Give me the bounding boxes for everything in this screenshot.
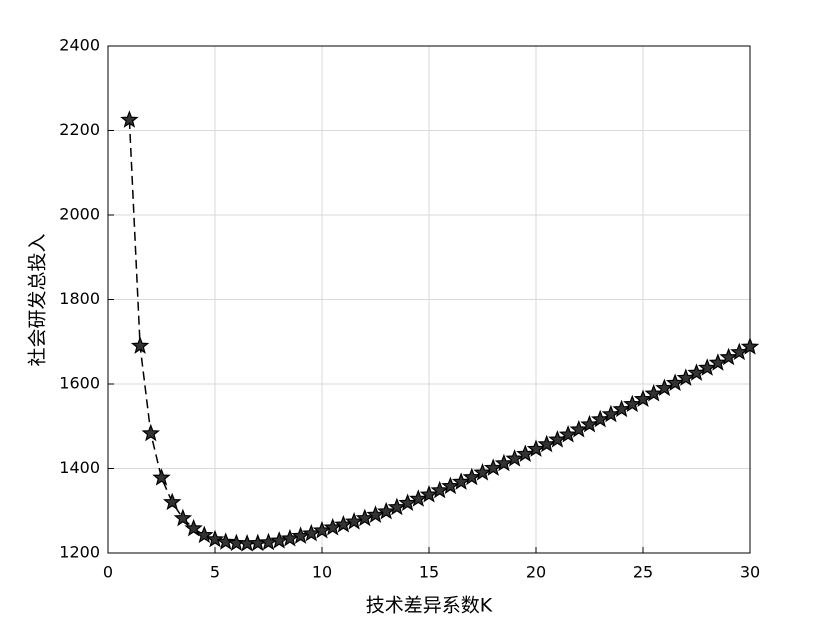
star-marker xyxy=(195,525,214,544)
star-marker xyxy=(462,467,482,486)
star-marker xyxy=(355,508,375,527)
star-marker xyxy=(590,409,610,428)
star-marker xyxy=(580,414,599,433)
y-axis-label: 社会研发总投入 xyxy=(27,233,49,366)
star-marker xyxy=(205,529,225,548)
x-tick-label: 15 xyxy=(419,563,439,582)
star-marker xyxy=(633,389,653,408)
y-tick-label: 1200 xyxy=(59,543,100,562)
y-tick-label: 1400 xyxy=(59,458,100,477)
star-marker xyxy=(558,425,578,443)
star-marker xyxy=(516,444,535,462)
star-marker xyxy=(676,368,696,386)
star-marker xyxy=(120,110,139,128)
star-marker xyxy=(216,532,235,550)
x-tick-label: 5 xyxy=(210,563,220,582)
star-marker xyxy=(441,476,460,495)
axes-frame xyxy=(107,45,751,554)
x-tick-label: 30 xyxy=(740,563,760,582)
star-marker xyxy=(612,399,631,418)
star-marker xyxy=(537,434,556,453)
star-marker xyxy=(398,493,417,511)
star-marker xyxy=(526,439,546,457)
y-tick-label: 2400 xyxy=(59,36,100,55)
x-tick-label: 20 xyxy=(526,563,546,582)
star-marker xyxy=(162,492,182,511)
star-marker xyxy=(697,358,717,376)
star-marker xyxy=(419,485,439,503)
star-marker xyxy=(130,336,150,354)
y-tick-label: 2000 xyxy=(59,205,100,224)
star-marker xyxy=(708,353,728,371)
star-marker xyxy=(152,468,171,486)
star-marker xyxy=(719,347,738,366)
y-tick-label: 1800 xyxy=(59,289,100,308)
star-marker xyxy=(687,363,706,381)
star-marker xyxy=(141,423,161,442)
x-axis-label: 技术差异系数K xyxy=(366,595,493,617)
star-marker xyxy=(730,342,749,361)
star-marker xyxy=(376,501,396,520)
star-marker xyxy=(665,373,685,391)
x-tick-label: 0 xyxy=(103,563,113,582)
star-marker xyxy=(601,404,621,423)
star-marker xyxy=(387,497,407,516)
x-tick-label: 25 xyxy=(633,563,653,582)
star-marker xyxy=(494,453,514,472)
star-marker xyxy=(623,394,642,413)
star-marker xyxy=(173,508,193,527)
star-marker xyxy=(430,480,449,499)
y-tick-label: 1600 xyxy=(59,374,100,393)
y-tick-label: 2200 xyxy=(59,120,100,139)
star-marker xyxy=(409,489,428,507)
star-marker xyxy=(644,384,663,402)
star-marker xyxy=(366,505,385,523)
star-marker xyxy=(184,518,203,537)
star-marker xyxy=(451,472,471,490)
star-marker xyxy=(505,449,524,467)
star-marker xyxy=(569,419,589,438)
star-marker xyxy=(344,512,364,530)
star-marker xyxy=(655,378,674,397)
star-marker xyxy=(473,463,492,481)
star-marker xyxy=(740,337,760,355)
star-marker xyxy=(548,430,567,448)
star-marker xyxy=(483,458,503,476)
x-tick-label: 10 xyxy=(312,563,332,582)
